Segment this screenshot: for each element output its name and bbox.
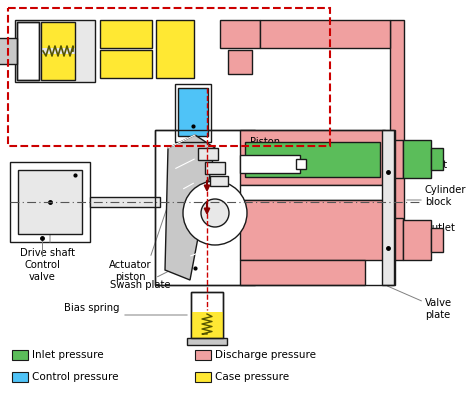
- Text: Bias spring: Bias spring: [64, 303, 120, 313]
- Bar: [155, 130, 255, 285]
- Bar: [0, 38, 17, 64]
- Text: Piston: Piston: [250, 137, 280, 147]
- Bar: [240, 155, 300, 173]
- Bar: [240, 260, 365, 285]
- Bar: [10, 162, 90, 242]
- Text: Actuator
piston: Actuator piston: [109, 260, 151, 282]
- Bar: [17, 22, 39, 80]
- Bar: [403, 220, 431, 260]
- Bar: [310, 220, 404, 238]
- Text: Inlet pressure: Inlet pressure: [32, 350, 104, 360]
- Bar: [8, 8, 330, 146]
- Bar: [431, 228, 443, 252]
- Text: Discharge pressure: Discharge pressure: [215, 350, 316, 360]
- Text: Valve
plate: Valve plate: [425, 298, 452, 320]
- Bar: [41, 54, 75, 80]
- Bar: [260, 20, 390, 48]
- Bar: [382, 130, 394, 285]
- Bar: [240, 185, 385, 200]
- Bar: [90, 197, 160, 207]
- Bar: [198, 148, 218, 160]
- Text: Swash plate: Swash plate: [110, 280, 170, 290]
- Bar: [12, 372, 28, 382]
- Bar: [191, 292, 223, 338]
- Text: Inlet: Inlet: [425, 160, 447, 170]
- Bar: [210, 176, 228, 186]
- Bar: [155, 130, 395, 285]
- Bar: [191, 312, 223, 338]
- Bar: [12, 350, 28, 360]
- Bar: [403, 140, 431, 178]
- Bar: [220, 20, 260, 48]
- Bar: [178, 88, 208, 136]
- Bar: [100, 50, 152, 78]
- Bar: [156, 20, 194, 78]
- Bar: [240, 200, 385, 260]
- Text: Cylinder
block: Cylinder block: [425, 185, 466, 206]
- Text: Case pressure: Case pressure: [215, 372, 289, 382]
- Bar: [228, 50, 252, 74]
- Bar: [296, 159, 306, 169]
- Bar: [41, 22, 75, 48]
- Bar: [385, 218, 403, 260]
- Bar: [240, 130, 385, 185]
- Bar: [385, 140, 403, 178]
- Bar: [205, 162, 225, 174]
- Bar: [41, 22, 75, 80]
- Text: Outlet: Outlet: [425, 223, 456, 233]
- Bar: [245, 142, 380, 177]
- Bar: [195, 350, 211, 360]
- Polygon shape: [165, 135, 215, 280]
- Bar: [175, 84, 211, 142]
- Circle shape: [201, 199, 229, 227]
- Bar: [100, 20, 152, 48]
- Circle shape: [183, 181, 247, 245]
- Bar: [431, 148, 443, 170]
- Bar: [15, 20, 95, 82]
- Bar: [390, 20, 404, 250]
- Text: Drive shaft: Drive shaft: [20, 248, 75, 258]
- Text: Control pressure: Control pressure: [32, 372, 118, 382]
- Text: Control
valve: Control valve: [24, 260, 60, 282]
- Bar: [191, 292, 223, 338]
- Bar: [187, 338, 227, 345]
- Bar: [18, 170, 82, 234]
- Bar: [17, 22, 39, 80]
- Bar: [195, 372, 211, 382]
